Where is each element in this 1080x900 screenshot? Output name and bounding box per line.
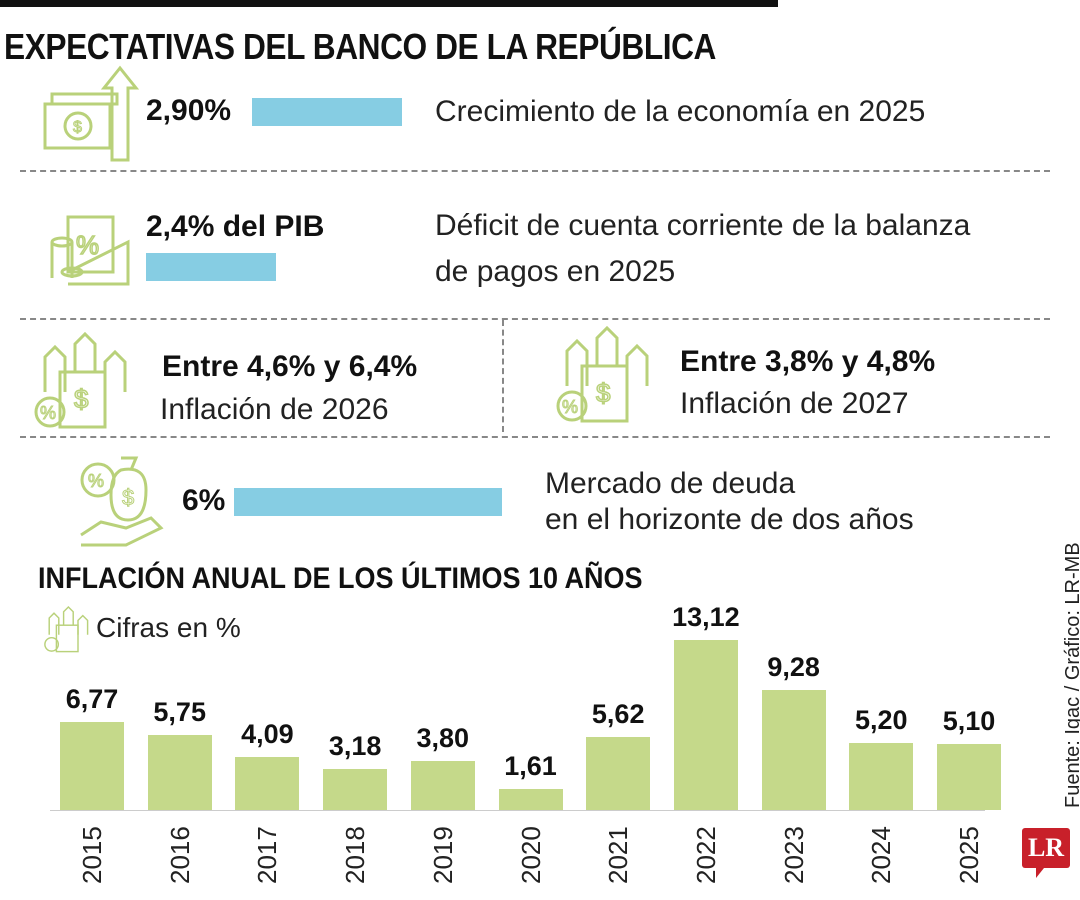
bar-2015 [60,722,124,810]
money-growth-icon: $ [40,64,140,169]
item-value: 2,4% del PIB [146,210,325,243]
bar-2017 [235,757,300,810]
bar-2021 [586,737,651,810]
svg-text:%: % [562,397,578,417]
data-label: 1,61 [504,751,557,782]
data-label: 4,09 [241,719,294,749]
item-description: Mercado de deuda [545,467,796,500]
divider-vertical [502,320,504,432]
value-bar [234,488,502,516]
value-bar [252,98,402,126]
svg-text:$: $ [122,485,134,510]
x-tick-label: 2025 [954,826,984,884]
bar-chart: 6,77 2015 5,75 2016 4,09 2017 3,18 2018 3,80 2019… [0,602,1030,900]
bar-2023 [761,689,826,810]
divider [20,318,1050,320]
lr-logo: LR [1022,828,1070,878]
x-tick-label: 2022 [690,826,721,884]
item-description: de pagos en 2025 [435,255,676,288]
coins-envelope-icon: % [48,212,133,297]
x-tick-label: 2024 [866,826,897,884]
bar-2018 [323,768,388,810]
top-rule [0,0,778,7]
x-axis [50,810,985,811]
money-bag-hand-icon: % $ [76,450,166,555]
divider [20,436,1050,438]
x-tick-label: 2021 [603,826,634,884]
item-value: Entre 4,6% y 6,4% [162,350,418,383]
inflation-icon: $% [30,331,130,437]
data-label: 13,12 [672,602,740,632]
data-label: 9,28 [767,651,820,682]
value-bar [146,253,276,281]
svg-text:$: $ [73,119,82,136]
x-tick-label: 2015 [77,826,107,884]
inflation-icon [42,604,90,661]
bar-2025 [937,743,1001,810]
data-label: 6,77 [65,684,119,715]
data-label: 5,62 [591,699,645,730]
data-label: 3,80 [416,722,470,753]
chart-title: INFLACIÓN ANUAL DE LOS ÚLTIMOS 10 AÑOS [38,562,643,595]
inflation-icon: $% [552,325,652,431]
source-note: Fuente: Igac / Gráfico: LR-MB [1062,542,1080,808]
bar-2024 [849,742,914,810]
bar-2022 [673,640,738,810]
x-tick-label: 2023 [778,826,809,884]
item-description: Inflación de 2026 [160,393,389,426]
data-label: 5,10 [942,705,996,736]
x-tick-label: 2020 [515,826,546,884]
svg-text:%: % [88,471,104,491]
data-label: 3,18 [328,730,382,761]
svg-text:$: $ [596,378,611,408]
data-label: 5,75 [153,697,206,728]
chart-subtitle: Cifras en % [96,612,241,643]
x-tick-label: 2017 [252,826,283,884]
item-description: en el horizonte de dos años [545,503,914,536]
item-value: 6% [182,484,226,517]
x-tick-label: 2019 [427,826,458,884]
item-description: Inflación de 2027 [680,387,909,420]
item-description: Crecimiento de la economía en 2025 [435,95,926,128]
item-value: 2,90% [146,94,232,127]
bar-2020 [498,789,563,810]
item-description: Déficit de cuenta corriente de la balanz… [435,209,971,242]
divider [20,170,1050,172]
data-label: 5,20 [855,704,908,735]
x-tick-label: 2016 [164,826,195,884]
svg-text:%: % [40,403,56,423]
x-tick-label: 2018 [340,826,371,884]
bar-2019 [410,760,475,810]
page-title: EXPECTATIVAS DEL BANCO DE LA REPÚBLICA [4,26,716,67]
bar-2016 [147,735,212,810]
svg-text:$: $ [74,384,89,414]
svg-text:%: % [76,230,99,260]
item-value: Entre 3,8% y 4,8% [680,345,936,378]
